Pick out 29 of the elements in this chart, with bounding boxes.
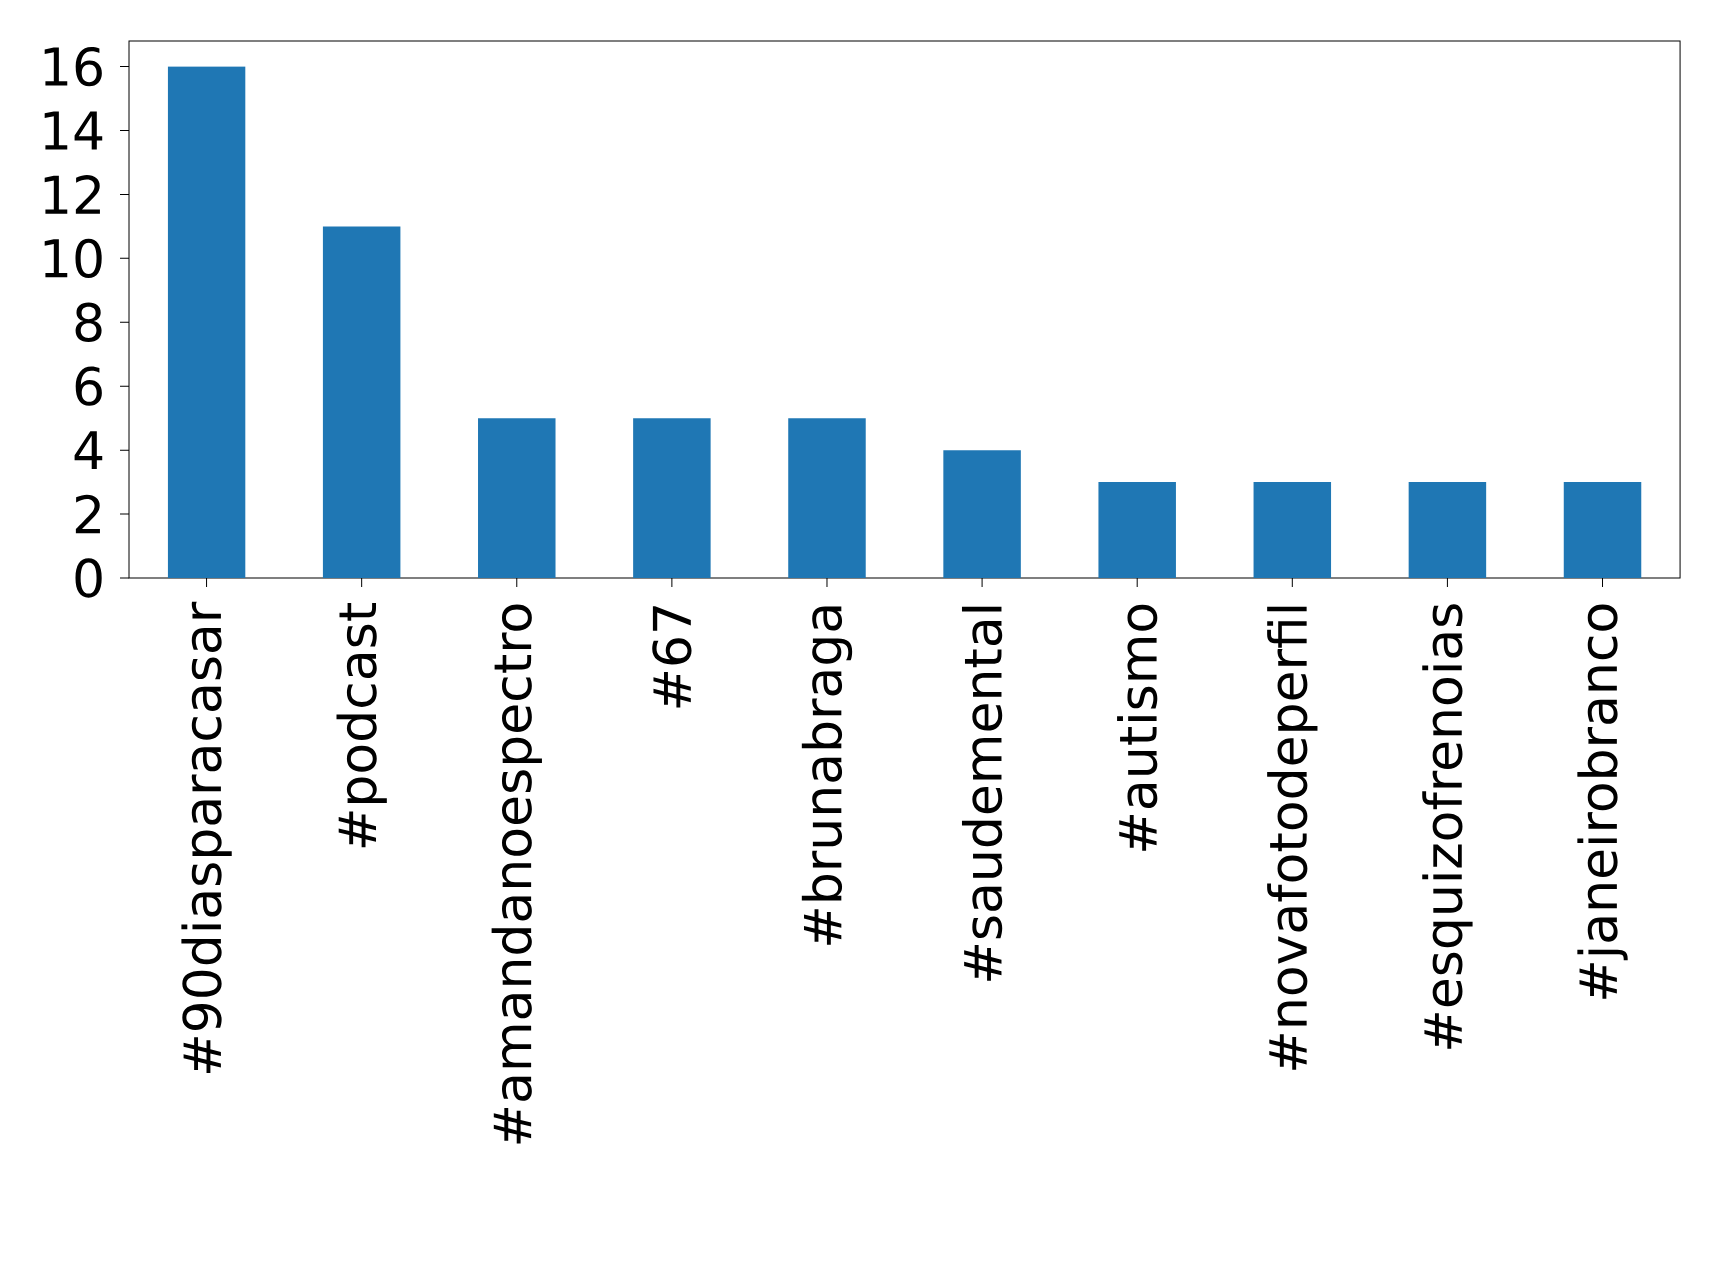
x-tick-label: #brunabraga: [801, 606, 853, 945]
x-tick-label: #autismo: [1117, 604, 1158, 851]
x-tick-label: #janeirobranco: [1577, 604, 1628, 999]
bar: [167, 66, 246, 578]
y-tick-label: 14: [44, 111, 103, 150]
y-tick-label: 12: [44, 175, 100, 214]
y-tick-label: 2: [75, 494, 100, 534]
x-tick-label: #90diasparacasar: [181, 601, 232, 1073]
bar: [633, 418, 711, 578]
y-tick-label: 10: [44, 238, 102, 279]
bar: [478, 418, 556, 578]
x-tick-label: #67: [652, 606, 692, 708]
bar: [322, 226, 401, 578]
y-tick-label: 0: [75, 558, 102, 598]
y-tick-label: 6: [75, 366, 102, 406]
y-tick-label: 16: [44, 46, 102, 87]
x-tick-label: #amandanoespectro: [491, 604, 542, 1144]
y-tick-label: 8: [75, 302, 102, 342]
bar: [1563, 482, 1642, 578]
x-tick-label: #esquizofrenoias: [1422, 604, 1473, 1049]
x-tick-label: #saudemental: [961, 606, 1003, 981]
x-tick-label: #podcast: [336, 603, 387, 848]
bar: [1253, 482, 1332, 578]
bar: [943, 450, 1021, 578]
x-tick-label: #novafotodeperfil: [1267, 606, 1318, 1070]
bar: [1098, 482, 1176, 578]
bar: [788, 418, 866, 578]
bar: [1408, 482, 1487, 578]
y-tick-label: 4: [74, 431, 103, 470]
